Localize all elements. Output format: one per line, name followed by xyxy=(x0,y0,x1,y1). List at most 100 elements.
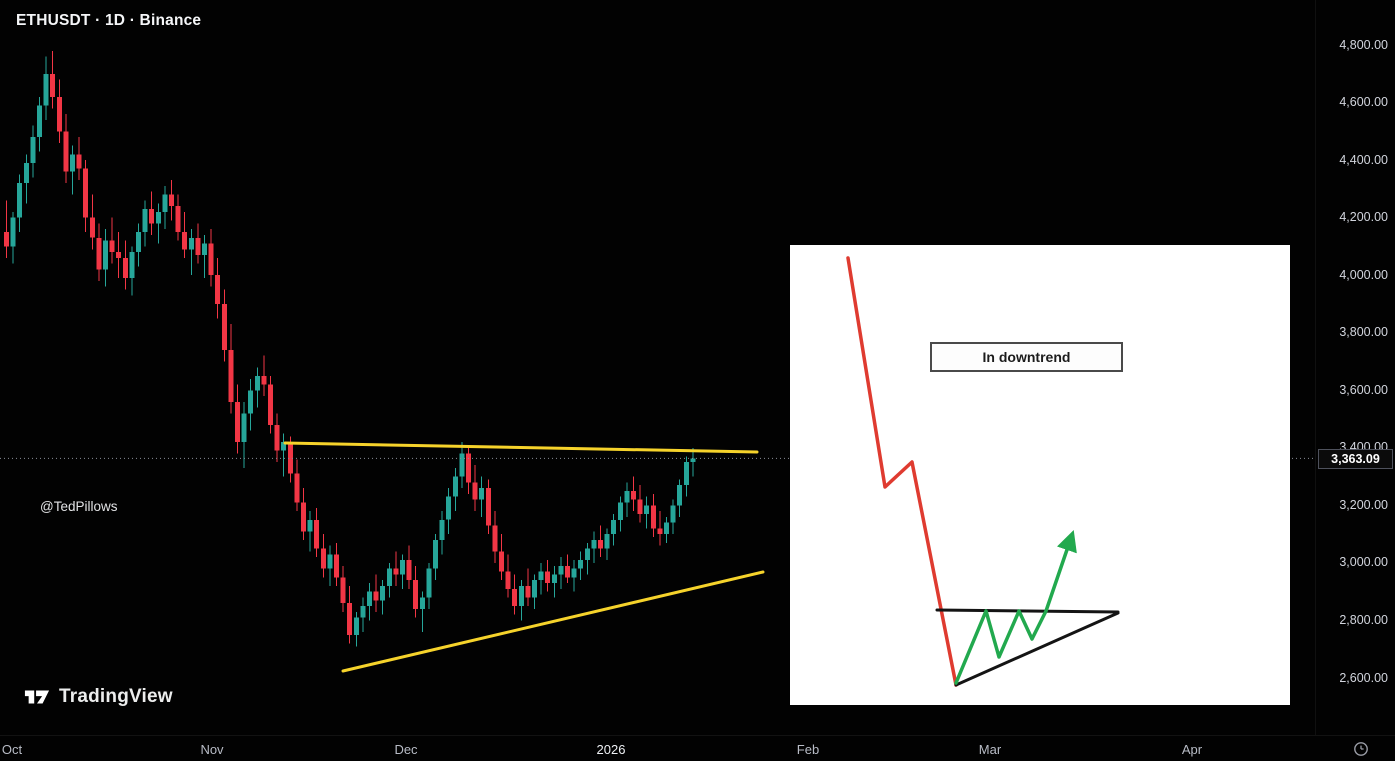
price-axis[interactable]: 4,800.00 4,600.00 4,400.00 4,200.00 4,000.00… xyxy=(1315,0,1395,735)
candle-body-down xyxy=(182,232,188,250)
time-axis[interactable]: Oct Nov Dec 2026 Feb Mar Apr xyxy=(0,735,1395,761)
candle-body-down xyxy=(499,551,504,572)
candle-body-up xyxy=(683,462,689,486)
candle-body-up xyxy=(142,209,148,232)
candle-body-down xyxy=(525,585,531,598)
price-chart-canvas[interactable] xyxy=(0,0,1315,735)
candle-body-down xyxy=(598,539,603,549)
candle-body-up xyxy=(571,568,577,578)
tradingview-logo-text: TradingView xyxy=(59,686,173,707)
upper-trendline[interactable] xyxy=(283,441,759,454)
candle-body-up xyxy=(353,617,359,635)
candle-body-up xyxy=(129,252,135,279)
candle-body-up xyxy=(479,488,485,500)
candle-body-up xyxy=(241,413,247,443)
candle-body-up xyxy=(591,539,597,549)
candle-body-down xyxy=(650,505,656,529)
candle-body-down xyxy=(76,154,82,169)
candle-body-up xyxy=(43,73,49,106)
candle-body-up xyxy=(538,571,544,581)
candle-body-down xyxy=(472,482,478,500)
candle-body-up xyxy=(532,580,537,598)
candle-body-up xyxy=(690,458,696,463)
candle-body-down xyxy=(261,375,267,385)
price-tick-label: 4,000.00 xyxy=(1339,267,1388,282)
candle-body-up xyxy=(248,390,254,414)
candle-body-up xyxy=(162,194,168,212)
candle-body-down xyxy=(149,209,155,224)
candle-body-down xyxy=(215,275,221,304)
timezone-clock-icon[interactable] xyxy=(1353,741,1369,757)
candle-body-down xyxy=(63,131,69,172)
candle-body-up xyxy=(380,585,386,601)
price-tick-label: 2,800.00 xyxy=(1339,612,1388,627)
tradingview-logo-icon xyxy=(24,690,50,704)
candle-body-up xyxy=(446,496,452,520)
candle-body-up xyxy=(433,539,438,569)
candle-body-up xyxy=(611,519,617,535)
candle-body-down xyxy=(565,565,570,578)
candle-body-down xyxy=(122,257,128,278)
candle-body-down xyxy=(347,603,353,635)
price-tick-label: 4,800.00 xyxy=(1339,37,1388,52)
candle-body-up xyxy=(677,485,683,506)
candle-body-up xyxy=(664,522,669,535)
price-tick-label: 3,800.00 xyxy=(1339,325,1388,340)
candle-body-up xyxy=(202,243,207,255)
candle-body-down xyxy=(320,548,326,569)
price-tick-label: 3,600.00 xyxy=(1339,382,1388,397)
price-tick-label: 3,200.00 xyxy=(1339,497,1388,512)
candles-layer xyxy=(4,50,696,647)
candle-body-up xyxy=(327,554,333,569)
candle-body-up xyxy=(551,574,557,583)
candle-body-down xyxy=(492,525,498,552)
tradingview-logo[interactable]: TradingView xyxy=(24,684,173,710)
pattern-diagram-inset[interactable]: In downtrend xyxy=(790,245,1290,705)
candle-body-up xyxy=(360,606,366,618)
candle-body-up xyxy=(70,154,75,172)
candle-body-up xyxy=(624,491,630,503)
candle-body-down xyxy=(109,240,115,253)
triangle-resistance-line xyxy=(935,608,1120,614)
candle-body-down xyxy=(287,442,293,474)
candle-body-down xyxy=(208,243,214,276)
candle-body-down xyxy=(221,304,227,350)
watermark-handle: @TedPillows xyxy=(40,499,118,514)
triangle-support-line xyxy=(954,611,1120,687)
candle-body-down xyxy=(512,588,518,607)
candle-body-down xyxy=(50,73,56,97)
symbol-title[interactable]: ETHUSDT · 1D · Binance xyxy=(16,12,202,29)
candle-body-up xyxy=(400,560,405,575)
candle-body-down xyxy=(228,350,234,402)
candle-body-up xyxy=(37,105,42,137)
candle-body-up xyxy=(558,565,564,575)
last-price-badge: 3,363.09 xyxy=(1318,448,1393,469)
candle-body-up xyxy=(386,568,392,586)
time-tick-label: Dec xyxy=(394,742,418,757)
candle-body-down xyxy=(466,453,471,483)
candle-body-down xyxy=(56,96,62,132)
price-tick-label: 3,000.00 xyxy=(1339,555,1388,570)
candle-body-up xyxy=(584,548,590,560)
candle-body-up xyxy=(644,505,650,514)
candle-body-up xyxy=(459,453,465,477)
downtrend-impulse-line xyxy=(846,256,958,687)
candle-body-up xyxy=(103,240,108,270)
candle-body-up xyxy=(254,375,260,391)
candle-body-down xyxy=(334,554,339,578)
candle-body-up xyxy=(307,519,313,532)
candle-body-up xyxy=(155,211,161,224)
breakout-zigzag-arrow xyxy=(954,530,1077,685)
candle-body-down xyxy=(393,568,399,575)
trendline-drawings-layer[interactable] xyxy=(283,441,765,673)
candle-body-up xyxy=(10,217,16,247)
lower-trendline[interactable] xyxy=(341,570,765,673)
price-tick-label: 4,600.00 xyxy=(1339,95,1388,110)
candle-body-down xyxy=(406,560,412,581)
candle-body-up xyxy=(188,237,194,250)
candle-body-up xyxy=(670,505,676,523)
candle-body-down xyxy=(294,473,300,503)
candle-body-up xyxy=(419,597,425,609)
candle-body-down xyxy=(195,237,201,256)
